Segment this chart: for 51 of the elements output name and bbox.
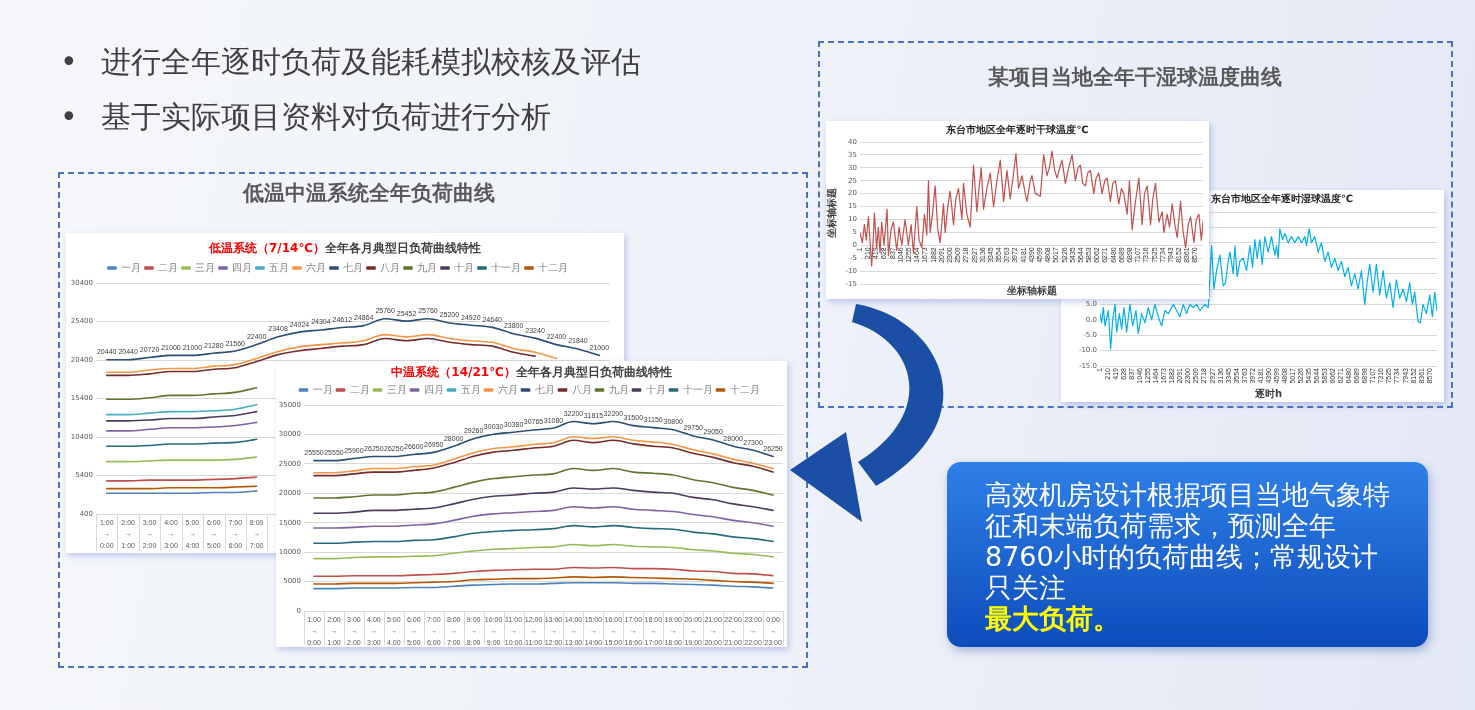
line-series bbox=[313, 543, 774, 560]
legend-label: 三月 bbox=[195, 261, 215, 273]
line-series bbox=[313, 524, 774, 545]
text: 低温中温系统全年负荷曲线 bbox=[243, 180, 495, 206]
legend-label: 十一月 bbox=[682, 383, 713, 395]
chart-title: 东台市地区全年逐时湿球温度℃ bbox=[1211, 193, 1354, 204]
legend-label: 四月 bbox=[423, 383, 444, 395]
legend-label: 十二月 bbox=[729, 383, 760, 395]
legend-label: 十月 bbox=[645, 383, 666, 395]
text: 高效机房设计根据项目当地气象特征和末端负荷需求，预测全年8760小时的负荷曲线；常规设计只关注 bbox=[985, 479, 1391, 603]
line-series bbox=[313, 467, 774, 499]
text: • 进行全年逐时负荷及能耗模拟校核及评估 bbox=[60, 43, 643, 81]
chart-subtitle: 全年各月典型日负荷曲线特性 bbox=[324, 241, 481, 255]
x-axis-title: 坐标轴标题 bbox=[1005, 284, 1058, 298]
legend-label: 四月 bbox=[232, 261, 252, 273]
legend-label: 十一月 bbox=[491, 261, 521, 273]
legend-label: 六月 bbox=[497, 383, 518, 395]
chart-subtitle: 全年各月典型日负荷曲线特性 bbox=[515, 365, 672, 379]
legend-label: 六月 bbox=[306, 261, 326, 273]
legend-label: 二月 bbox=[349, 383, 370, 395]
legend-label: 五月 bbox=[269, 261, 289, 273]
line-series bbox=[105, 421, 258, 432]
legend-label: 十月 bbox=[454, 261, 474, 273]
line-series bbox=[105, 438, 258, 448]
line-series bbox=[313, 487, 774, 515]
chart-title: 中温系统（14/21℃） bbox=[391, 365, 516, 379]
chart-title: 低温系统（7/14℃） bbox=[209, 241, 325, 255]
legend-label: 二月 bbox=[158, 261, 178, 273]
line-series bbox=[313, 566, 774, 578]
legend-label: 五月 bbox=[460, 383, 481, 395]
line-series bbox=[105, 410, 258, 422]
legend-label: 十二月 bbox=[538, 261, 568, 273]
legend-label: 七月 bbox=[534, 383, 555, 395]
line-series bbox=[313, 576, 774, 585]
text: 某项目当地全年干湿球温度曲线 bbox=[988, 64, 1282, 90]
legend-label: 九月 bbox=[417, 261, 437, 273]
line-series bbox=[313, 506, 774, 529]
legend-label: 八月 bbox=[571, 383, 592, 395]
chart-title: 东台市地区全年逐时干球温度℃ bbox=[946, 124, 1089, 135]
legend-label: 一月 bbox=[121, 261, 141, 273]
legend-label: 九月 bbox=[608, 383, 629, 395]
line-series bbox=[105, 386, 258, 401]
text: 最大负荷。 bbox=[985, 603, 1120, 634]
x-axis-title: 逐时h bbox=[1253, 387, 1284, 401]
line-series bbox=[105, 403, 258, 416]
legend-label: 一月 bbox=[312, 383, 333, 395]
text: • 基于实际项目资料对负荷进行分析 bbox=[60, 98, 553, 136]
legend-label: 三月 bbox=[386, 383, 407, 395]
y-axis-title: 坐标轴标题 bbox=[825, 188, 837, 239]
legend-label: 七月 bbox=[343, 261, 363, 273]
legend-label: 八月 bbox=[380, 261, 400, 273]
